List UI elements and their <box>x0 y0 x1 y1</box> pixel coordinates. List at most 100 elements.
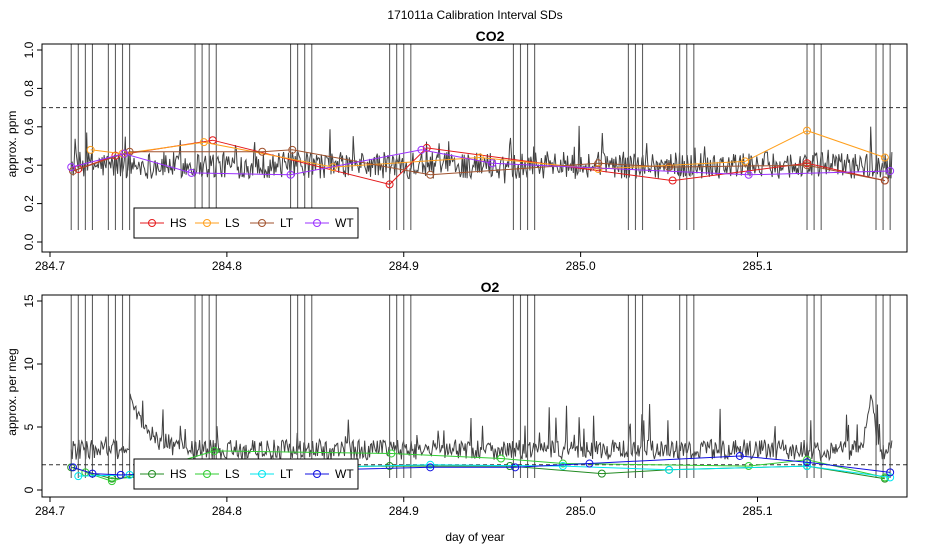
co2-x-tick-label: 284.7 <box>35 259 65 273</box>
co2-series-lt-line <box>72 149 885 182</box>
o2-legend-marker-ls <box>203 470 211 478</box>
co2-series-wt-line <box>71 149 891 176</box>
co2-legend-marker-lt <box>258 219 266 227</box>
co2-y-tick-label: 1.0 <box>22 41 36 58</box>
o2-trace <box>70 393 893 462</box>
o2-series-wt-point <box>68 463 77 472</box>
co2-legend-marker-hs <box>148 219 156 227</box>
co2-series-wt-point <box>120 149 129 158</box>
co2-series-wt-point <box>417 145 426 154</box>
o2-series-wt-point <box>886 468 895 477</box>
co2-y-tick-label: 0.6 <box>22 118 36 135</box>
co2-series-wt-point <box>187 168 196 177</box>
co2-y-tick-label: 0.0 <box>22 233 36 250</box>
o2-series-ls-point <box>497 454 506 463</box>
o2-legend-label-lt: LT <box>280 467 294 481</box>
co2-series-wt-point <box>286 170 295 179</box>
o2-legend-label-hs: HS <box>170 467 187 481</box>
co2-series-ls-point <box>86 145 95 154</box>
o2-x-tick-label: 284.9 <box>389 504 419 518</box>
co2-legend-marker-ls <box>203 219 211 227</box>
co2-x-tick-label: 285.0 <box>566 259 596 273</box>
co2-series-wt-point <box>488 159 497 168</box>
o2-series-ls-point <box>744 462 753 471</box>
co2-series-ls-point <box>741 157 750 166</box>
co2-series-lt-point <box>258 147 267 156</box>
o2-series-ls-point <box>387 449 396 458</box>
o2-legend-marker-lt <box>258 470 266 478</box>
co2-series-ls-point <box>199 138 208 147</box>
o2-plot-frame <box>41 294 908 498</box>
o2-series-ls-point <box>107 477 116 486</box>
co2-series-lt-point <box>880 176 889 185</box>
co2-trace <box>70 125 893 184</box>
o2-series-wt-point <box>803 458 812 467</box>
o2-series-ls-point <box>558 459 567 468</box>
o2-series-lt-point <box>74 472 83 481</box>
o2-legend-label-ls: LS <box>225 467 240 481</box>
o2-x-tick-label: 284.8 <box>212 504 242 518</box>
o2-x-tick-label: 285.0 <box>566 504 596 518</box>
o2-series-wt-point <box>88 469 97 478</box>
co2-series-wt-point <box>886 166 895 175</box>
o2-series-wt-line <box>72 455 891 476</box>
co2-series-lt-point <box>68 166 77 175</box>
o2-legend-label-wt: WT <box>335 467 354 481</box>
co2-series-ls-point <box>880 153 889 162</box>
o2-panel: O2 approx. per meg day of year 284.7 284.… <box>5 279 908 544</box>
o2-series-wt-point <box>585 459 594 468</box>
o2-y-tick-label: 10 <box>22 357 36 371</box>
co2-x-tick-label: 285.1 <box>742 259 772 273</box>
co2-legend: HS LS LT WT <box>133 207 359 239</box>
o2-series-wt-point <box>511 463 520 472</box>
o2-series-ls-point <box>210 446 219 455</box>
co2-legend-marker-wt <box>313 219 321 227</box>
co2-series-hs-point <box>668 176 677 185</box>
o2-series-ls-point <box>803 455 812 464</box>
co2-series-lt-point <box>803 161 812 170</box>
co2-series-hs-point <box>422 143 431 152</box>
co2-series-ls-line <box>90 130 886 170</box>
o2-series-wt-point <box>116 470 125 479</box>
o2-y-axis-label: approx. per meg <box>5 348 19 435</box>
co2-series-hs-line <box>78 139 886 185</box>
o2-legend-marker-hs <box>148 470 156 478</box>
o2-y-tick-label: 5 <box>22 423 36 430</box>
co2-y-tick-label: 0.4 <box>22 157 36 174</box>
co2-legend-label-ls: LS <box>225 216 240 230</box>
co2-series-lt-point <box>426 170 435 179</box>
co2-plot-area <box>42 44 907 230</box>
o2-legend: HS LS LT WT <box>133 458 359 490</box>
co2-series-wt-point <box>67 163 76 172</box>
co2-x-tick-label: 284.8 <box>212 259 242 273</box>
o2-y-tick-label: 15 <box>22 294 36 308</box>
co2-x-tick-label: 284.9 <box>389 259 419 273</box>
page-title: 171011a Calibration Interval SDs <box>387 8 562 22</box>
co2-title: CO2 <box>476 28 505 44</box>
o2-series-lt-point <box>426 460 435 469</box>
o2-series-wt-point <box>426 463 435 472</box>
o2-x-tick-label: 284.7 <box>35 504 65 518</box>
co2-y-tick-label: 0.2 <box>22 195 36 212</box>
co2-series-lt-point <box>288 145 297 154</box>
co2-legend-label-hs: HS <box>170 216 187 230</box>
o2-legend-marker-wt <box>313 470 321 478</box>
o2-legend-box <box>133 458 359 490</box>
co2-legend-label-wt: WT <box>335 216 354 230</box>
co2-series-wt-point <box>744 170 753 179</box>
co2-series-ls-point <box>803 126 812 135</box>
co2-plot-frame <box>41 43 908 253</box>
o2-x-tick-label: 285.1 <box>742 504 772 518</box>
o2-series-hs-point <box>597 469 606 478</box>
co2-y-tick-label: 0.8 <box>22 80 36 97</box>
co2-series-ls-point <box>594 165 603 174</box>
o2-plot-area <box>42 295 907 486</box>
co2-panel: CO2 approx. ppm 284.7 284.8 284.9 285.0 285.… <box>5 28 908 273</box>
co2-legend-label-lt: LT <box>280 216 294 230</box>
co2-y-axis-label: approx. ppm <box>5 111 19 178</box>
o2-y-tick-label: 0 <box>22 486 36 493</box>
o2-series-wt-point <box>735 451 744 460</box>
co2-series-lt-point <box>594 159 603 168</box>
